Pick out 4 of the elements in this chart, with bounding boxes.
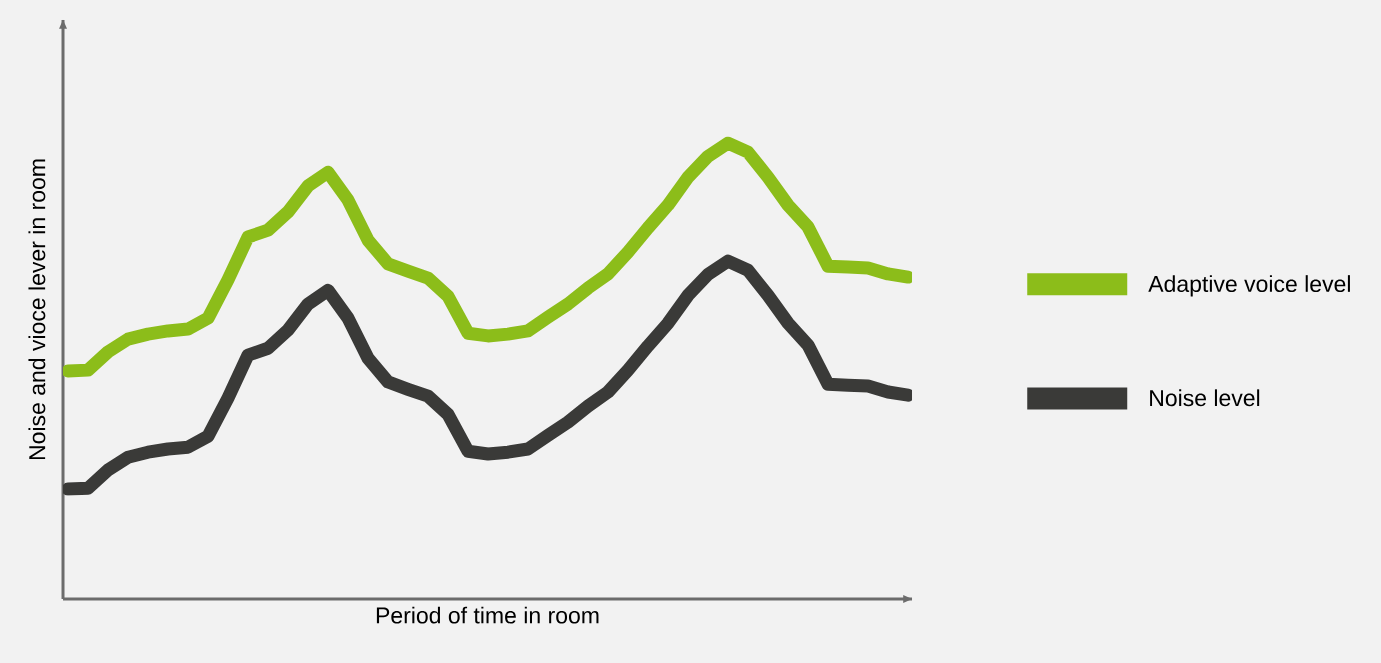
legend-label: Adaptive voice level [1148, 275, 1350, 297]
x-axis-title: Period of time in room [376, 606, 599, 624]
legend-label: Noise level [1150, 389, 1260, 407]
y-axis-title: Noise and vioce lever in room [28, 159, 46, 460]
